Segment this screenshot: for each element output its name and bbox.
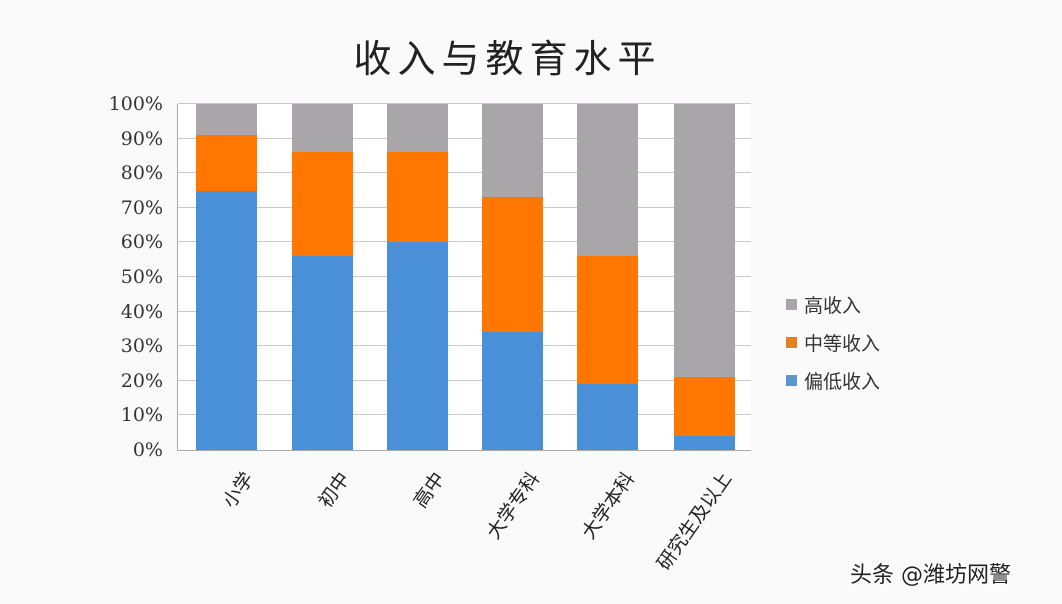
bar-4 bbox=[577, 104, 638, 450]
bar-segment bbox=[482, 332, 543, 450]
bar-segment bbox=[577, 384, 638, 450]
legend-label: 偏低收入 bbox=[804, 370, 881, 393]
gridline bbox=[178, 206, 751, 208]
bar-segment bbox=[674, 377, 735, 437]
bar-0 bbox=[196, 104, 257, 450]
bar-3 bbox=[482, 104, 543, 450]
legend-swatch-icon bbox=[786, 336, 797, 348]
gridline bbox=[178, 103, 751, 104]
x-tick-label: 大学本科 bbox=[577, 468, 640, 544]
watermark: 头条 @潍坊网警 bbox=[850, 563, 1011, 588]
bar-segment bbox=[292, 256, 353, 450]
bar-segment bbox=[482, 197, 543, 333]
x-tick-label: 大学专科 bbox=[482, 468, 545, 544]
plot-area bbox=[177, 103, 751, 451]
y-tick-label: 60% bbox=[120, 231, 163, 254]
bar-segment bbox=[292, 104, 353, 153]
bar-segment bbox=[196, 190, 257, 450]
gridline bbox=[178, 276, 751, 277]
gridline bbox=[178, 379, 751, 381]
y-tick-label: 80% bbox=[120, 162, 163, 185]
gridline bbox=[178, 345, 751, 347]
gridline bbox=[178, 241, 751, 243]
bar-segment bbox=[292, 152, 353, 257]
y-tick-label: 40% bbox=[120, 300, 163, 323]
bar-segment bbox=[196, 104, 257, 136]
bar-1 bbox=[292, 104, 353, 450]
legend-swatch-icon bbox=[786, 374, 797, 386]
gridline bbox=[178, 310, 751, 312]
x-tick-label: 初中 bbox=[314, 468, 355, 513]
bar-segment bbox=[387, 242, 448, 450]
y-tick-label: 90% bbox=[120, 127, 163, 150]
gridline bbox=[178, 414, 751, 416]
legend-item: 偏低收入 bbox=[786, 361, 880, 399]
legend-item: 中等收入 bbox=[786, 323, 880, 361]
bar-segment bbox=[577, 104, 638, 257]
bar-5 bbox=[674, 104, 735, 450]
legend-swatch-icon bbox=[786, 298, 797, 310]
y-tick-label: 10% bbox=[120, 404, 163, 427]
y-tick-label: 70% bbox=[120, 196, 163, 219]
y-tick-label: 30% bbox=[120, 335, 163, 358]
bar-segment bbox=[387, 152, 448, 243]
gridline bbox=[178, 172, 751, 174]
bar-segment bbox=[387, 104, 448, 153]
bar-segment bbox=[674, 436, 735, 450]
bar-segment bbox=[674, 104, 735, 378]
legend-item: 高收入 bbox=[786, 285, 880, 323]
gridline bbox=[178, 137, 751, 139]
y-tick-label: 100% bbox=[108, 93, 163, 115]
bar-segment bbox=[482, 104, 543, 198]
bar-segment bbox=[577, 256, 638, 385]
bar-2 bbox=[387, 104, 448, 450]
x-tick-label: 小学 bbox=[218, 468, 259, 513]
legend-label: 中等收入 bbox=[804, 332, 881, 355]
x-tick-label: 高中 bbox=[409, 468, 450, 513]
legend-label: 高收入 bbox=[804, 294, 862, 317]
x-tick-label: 研究生及以上 bbox=[652, 468, 737, 575]
y-tick-label: 0% bbox=[132, 439, 163, 461]
y-tick-label: 20% bbox=[120, 369, 163, 392]
legend: 高收入中等收入偏低收入 bbox=[786, 285, 880, 399]
bar-segment bbox=[196, 135, 257, 191]
chart-title: 收入与教育水平 bbox=[353, 37, 662, 81]
y-tick-label: 50% bbox=[120, 266, 163, 288]
